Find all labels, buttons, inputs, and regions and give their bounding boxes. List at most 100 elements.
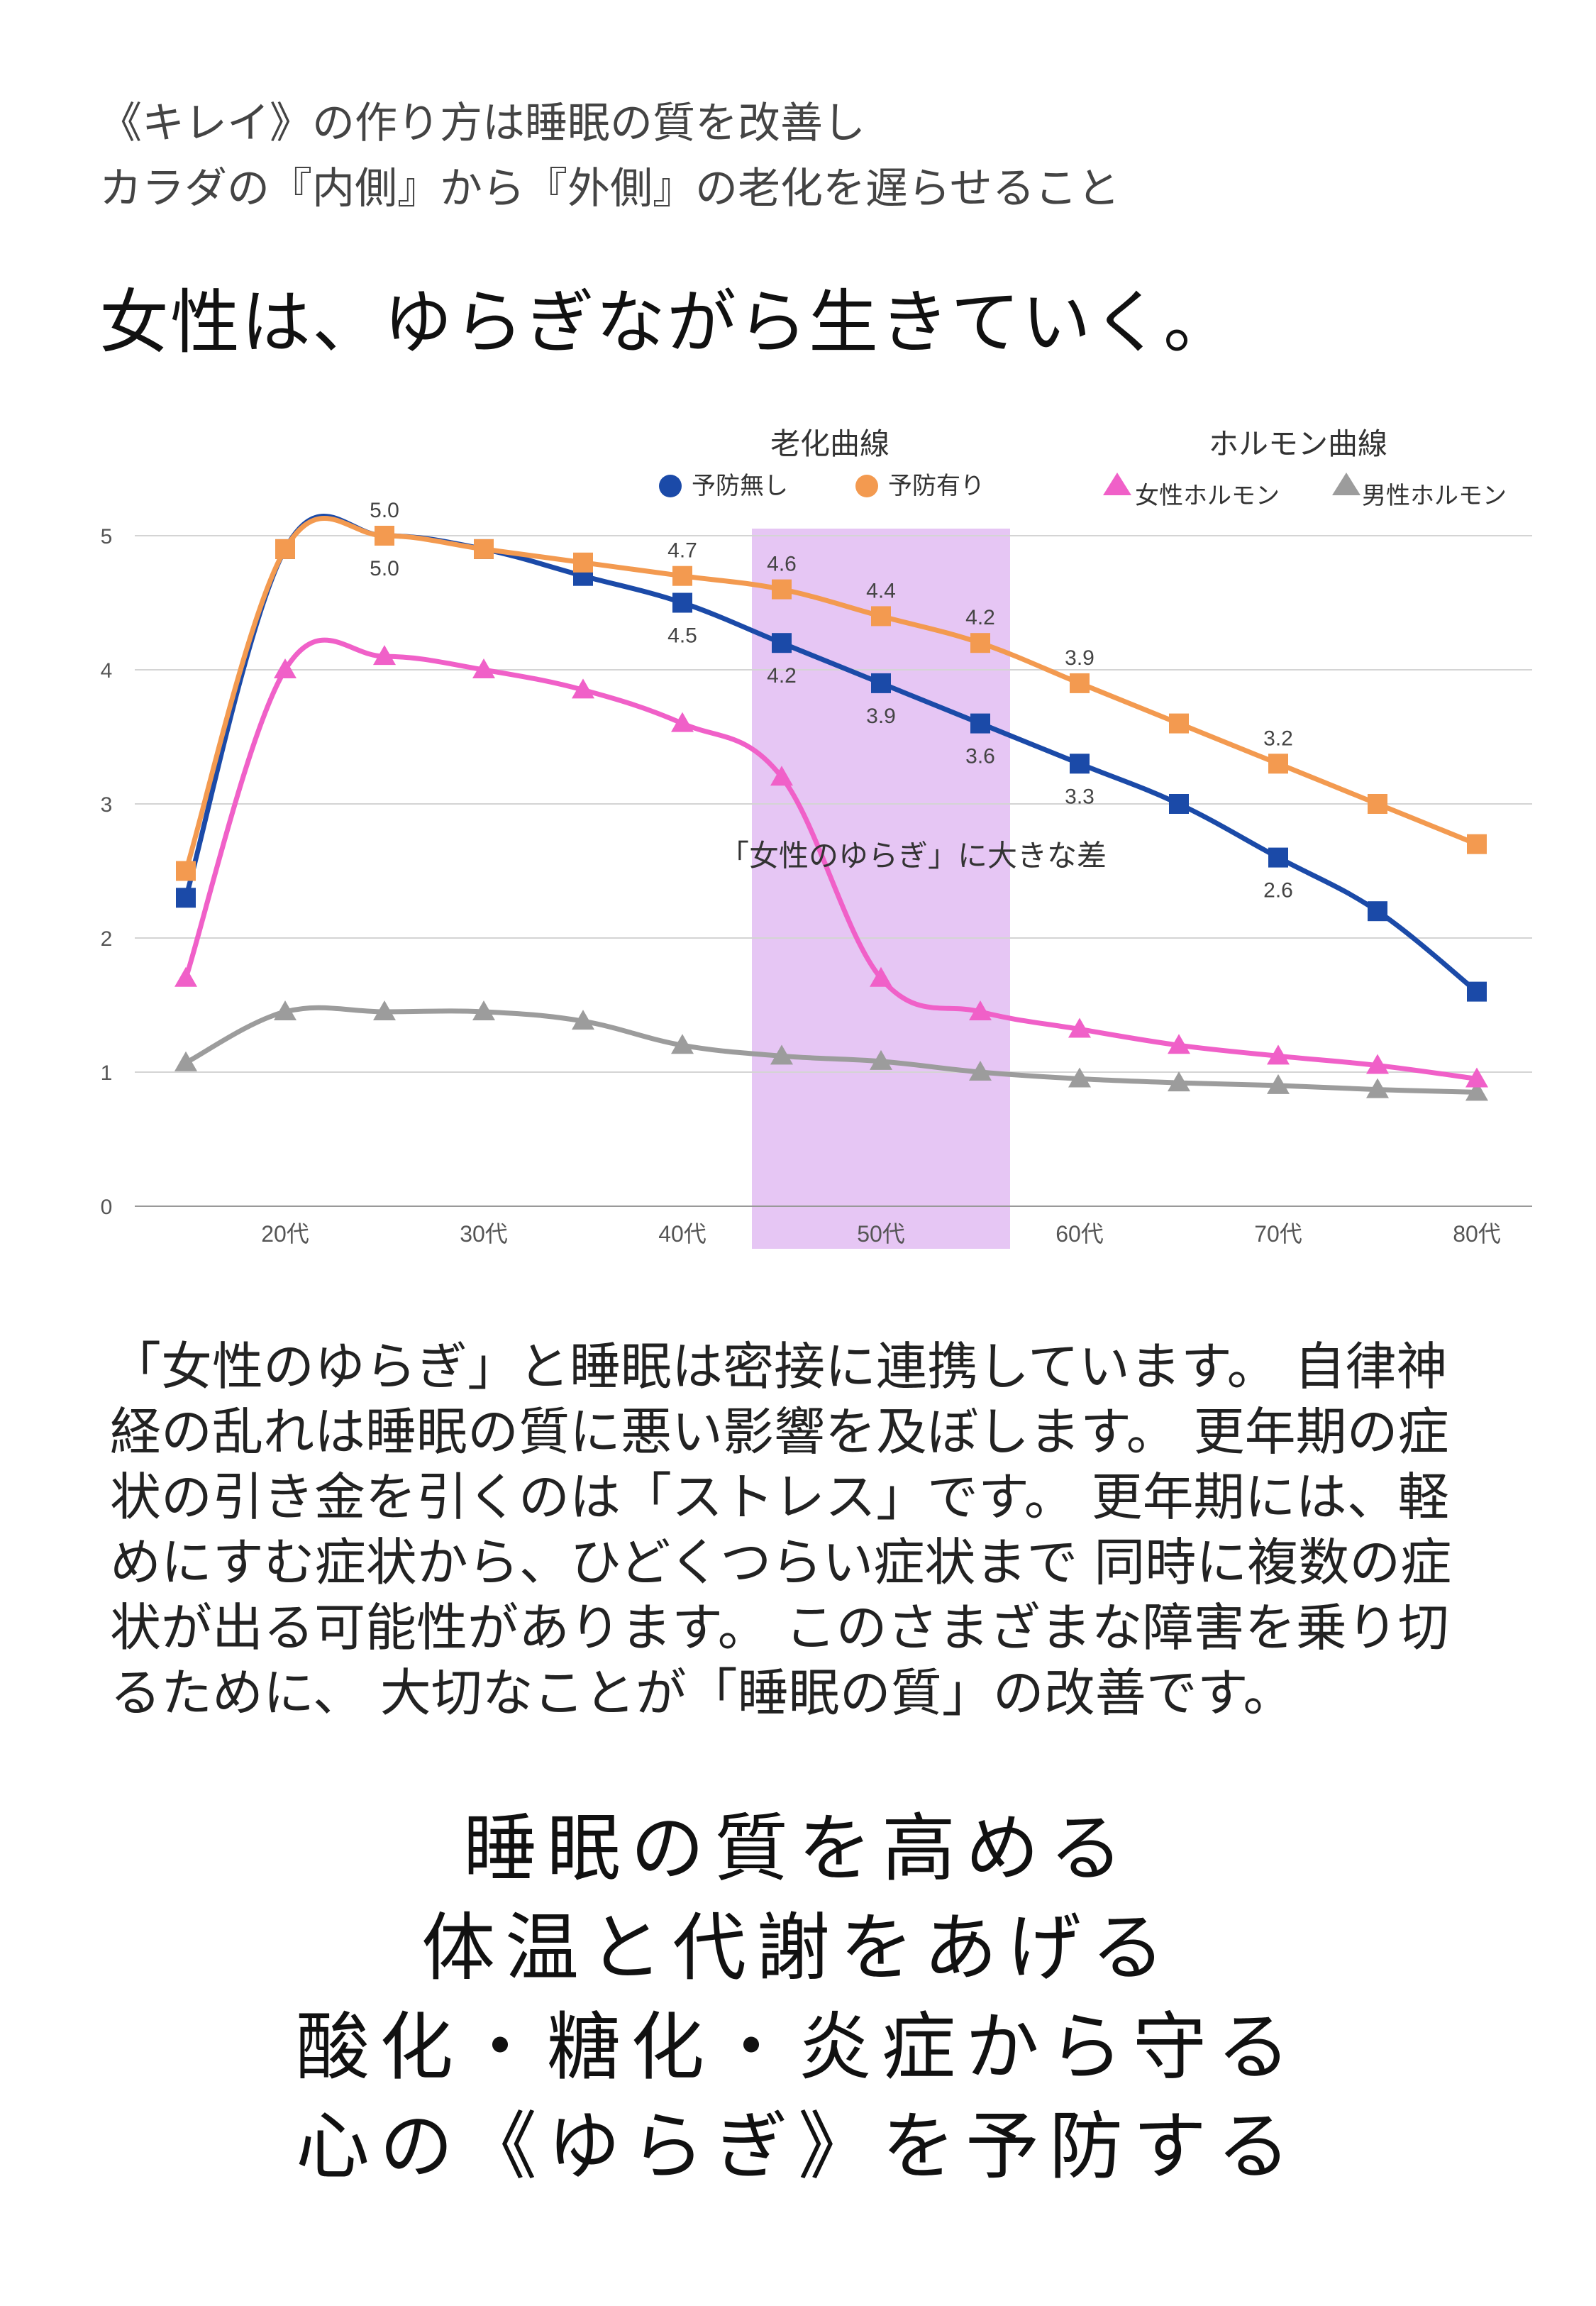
body-paragraph: 「女性のゆらぎ」と睡眠は密接に連携しています。 自律神 経の乱れは睡眠の質に悪い… [110, 1334, 1500, 1726]
data-point [969, 1061, 992, 1081]
data-point [1467, 981, 1487, 1002]
intro-line-2: カラダの『内側』から『外側』の老化を遅らせること [99, 164, 1120, 214]
data-point [1465, 1067, 1488, 1088]
data-point [1267, 1044, 1290, 1065]
legend-marker [659, 475, 682, 497]
data-label: 4.2 [965, 606, 995, 629]
data-label: 3.9 [866, 705, 896, 728]
data-point [1168, 1034, 1190, 1054]
legend-entry: 予防有り [888, 473, 985, 500]
data-point [472, 658, 495, 678]
series-line [183, 516, 1480, 873]
data-label: 3.2 [1263, 727, 1293, 750]
data-point [1169, 794, 1189, 814]
data-point [174, 966, 197, 987]
data-point [1070, 754, 1090, 774]
data-point [870, 1049, 892, 1070]
x-tick-label: 30代 [460, 1221, 508, 1247]
intro-line-1: 《キレイ》の作り方は睡眠の質を改善し [99, 99, 865, 148]
data-point [970, 713, 990, 734]
legend-entry: 女性ホルモン [1135, 482, 1280, 509]
series-line [183, 637, 1480, 1081]
data-point [970, 633, 990, 653]
data-point [969, 1000, 992, 1020]
data-point [1366, 1054, 1389, 1074]
y-tick-label: 3 [101, 793, 113, 817]
data-point [176, 888, 196, 908]
data-point [474, 539, 494, 559]
data-point [672, 566, 692, 586]
x-tick-label: 60代 [1055, 1221, 1104, 1247]
data-point [671, 712, 694, 732]
data-label: 4.2 [767, 664, 797, 688]
data-label: 2.6 [1263, 879, 1293, 903]
legend-marker [1332, 473, 1361, 495]
data-point [1465, 1081, 1488, 1101]
x-tick-label: 80代 [1453, 1221, 1501, 1247]
slogan-2: 体温と代謝をあげる [421, 1904, 1175, 1991]
legend-title-aging: 老化曲線 [770, 427, 890, 460]
intro-text: 《キレイ》の作り方は睡眠の質を改善し カラダの『内側』から『外側』の老化を遅らせ… [99, 91, 1120, 221]
body-line-1: 「女性のゆらぎ」と睡眠は密接に連携しています。 自律神 [110, 1337, 1448, 1396]
y-tick-label: 0 [101, 1196, 113, 1219]
legend-entry: 予防無し [692, 473, 788, 500]
data-point [176, 861, 196, 881]
data-label: 4.6 [767, 553, 797, 576]
data-point [1169, 713, 1189, 734]
data-label: 3.3 [1065, 785, 1095, 808]
data-point [174, 1051, 197, 1071]
y-tick-label: 2 [101, 927, 113, 951]
data-point [373, 645, 396, 666]
data-point [573, 552, 593, 573]
data-point [1268, 754, 1288, 774]
data-point [1368, 794, 1387, 814]
data-label: 4.7 [667, 539, 697, 563]
data-point [870, 966, 892, 987]
data-point [373, 1000, 396, 1020]
data-point [1467, 834, 1487, 854]
body-line-3: 状の引き金を引くのは「ストレス」です。 更年期には、軽 [110, 1467, 1449, 1527]
data-label: 4.4 [866, 579, 896, 602]
data-point [275, 539, 295, 559]
data-point [572, 1010, 594, 1030]
data-point [671, 1034, 694, 1054]
data-point [672, 592, 692, 613]
y-tick-label: 1 [101, 1061, 113, 1085]
x-tick-label: 50代 [857, 1221, 905, 1247]
body-line-2: 経の乱れは睡眠の質に悪い影響を及ぼします。 更年期の症 [110, 1402, 1449, 1462]
legend-entry: 男性ホルモン [1362, 482, 1507, 509]
data-point [1068, 1017, 1091, 1038]
legend-title-hormone: ホルモン曲線 [1209, 427, 1387, 460]
data-point [1268, 847, 1288, 868]
data-point [770, 766, 793, 786]
data-point [572, 678, 594, 699]
data-point [871, 673, 891, 693]
x-tick-label: 20代 [261, 1221, 309, 1247]
data-point [472, 1000, 495, 1020]
data-point [274, 1000, 297, 1020]
data-point [1366, 1078, 1389, 1098]
x-tick-label: 70代 [1254, 1221, 1302, 1247]
data-point [1168, 1071, 1190, 1092]
data-point [770, 1044, 793, 1065]
data-point [1267, 1074, 1290, 1094]
y-tick-label: 5 [101, 525, 113, 548]
data-label: 5.0 [370, 499, 399, 522]
x-tick-label: 40代 [658, 1221, 706, 1247]
legend-marker [1103, 473, 1131, 495]
data-point [1368, 901, 1387, 922]
slogan-3: 酸化・糖化・炎症から守る [295, 2004, 1300, 2090]
slogans: 睡眠の質を高める 体温と代謝をあげる 酸化・糖化・炎症から守る 心の《ゆらぎ》を… [0, 1799, 1596, 2196]
body-line-4: めにすむ症状から、ひどくつらい症状まで 同時に複数の症 [110, 1533, 1452, 1592]
slogan-4: 心の《ゆらぎ》を予防する [295, 2103, 1300, 2190]
highlight-label: 「女性のゆらぎ」に大きな差 [719, 839, 1107, 873]
body-line-6: るために、 大切なことが「睡眠の質」の改善です。 [110, 1663, 1295, 1723]
legend-marker [855, 475, 878, 497]
aging-hormone-chart: 0 1 2 3 4 5 20代 30代 40代 50代 60代 70代 80代 5.0 4.5 4.2 3.9 3… [101, 427, 1532, 1249]
data-point [772, 579, 792, 600]
data-label: 3.9 [1065, 646, 1095, 670]
slogan-1: 睡眠の質を高める [462, 1805, 1133, 1892]
data-point [1068, 1067, 1091, 1088]
data-label: 5.0 [370, 557, 399, 580]
headline: 女性は、ゆらぎながら生きていく。 [99, 282, 1235, 363]
